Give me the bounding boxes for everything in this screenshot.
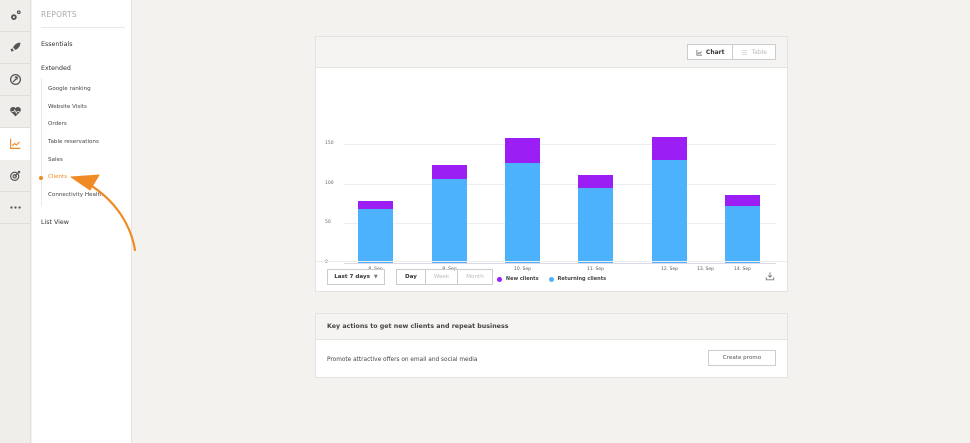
sidebar-item-table-reservations[interactable]: Table reservations: [48, 139, 99, 145]
date-range-label: Last 7 days: [334, 274, 370, 280]
gears-icon: [10, 10, 21, 20]
heart-pulse-icon: [9, 106, 21, 117]
sidebar-title: REPORTS: [41, 10, 77, 19]
bar-14-sep[interactable]: [725, 194, 760, 263]
key-actions-title: Key actions to get new clients and repea…: [327, 323, 509, 330]
y-tick-label: 50: [325, 220, 331, 226]
view-toggle: Chart Table: [686, 44, 776, 60]
bar-8-sep[interactable]: [358, 200, 393, 263]
rocket-icon: [10, 42, 20, 53]
line-chart-icon: [696, 49, 703, 55]
granularity-month[interactable]: Month: [466, 274, 484, 280]
sidebar-item-website-visits[interactable]: Website Visits: [48, 104, 87, 110]
target-icon: [9, 170, 20, 181]
bar-segment-returning[interactable]: [358, 208, 393, 263]
x-tick-label: 14. Sep: [733, 267, 752, 272]
granularity-week[interactable]: Week: [426, 270, 459, 284]
gridline: [344, 263, 776, 264]
sidebar-item-orders[interactable]: Orders: [48, 121, 67, 127]
gridline: [344, 223, 776, 225]
bar-segment-new[interactable]: [432, 165, 467, 179]
granularity-day[interactable]: Day: [397, 270, 426, 284]
x-tick-label: 13. Sep: [696, 267, 715, 272]
bar-segment-new[interactable]: [725, 194, 760, 206]
bar-segment-returning[interactable]: [432, 178, 467, 263]
chart-controls: Last 7 days ▼ Day Week Month: [316, 261, 787, 292]
bar-segment-new[interactable]: [578, 174, 613, 189]
bar-segment-returning[interactable]: [505, 162, 540, 263]
gridline: [344, 143, 776, 145]
list-icon: [742, 49, 748, 55]
table-view-button[interactable]: Table: [733, 45, 775, 59]
more-dots-icon: [9, 206, 21, 209]
sidebar-item-essentials[interactable]: Essentials: [41, 41, 73, 48]
chart-view-button[interactable]: Chart: [688, 45, 734, 59]
caret-down-icon: ▼: [373, 274, 378, 280]
y-tick-label: 0: [325, 260, 328, 265]
chart-card-header: Chart Table: [316, 37, 787, 68]
bar-9-sep[interactable]: [432, 165, 467, 263]
reports-sidebar: REPORTS Essentials Extended Google ranki…: [32, 0, 132, 443]
legend-new-clients[interactable]: New clients: [496, 276, 539, 282]
nav-health[interactable]: [0, 96, 30, 128]
bar-12-sep[interactable]: [652, 137, 687, 263]
promo-description: Promote attractive offers on email and s…: [327, 357, 478, 363]
granularity-segmented-control: Day Week Month: [396, 269, 493, 285]
bar-11-sep[interactable]: [578, 174, 613, 263]
share-circle-icon: [9, 73, 21, 86]
clients-chart-card: Chart Table New clients Returning client…: [315, 36, 788, 292]
nav-settings[interactable]: [0, 0, 30, 32]
nav-reports[interactable]: [0, 128, 30, 160]
y-tick-label: 150: [325, 140, 334, 146]
active-indicator: [38, 176, 43, 180]
legend-label: New clients: [505, 276, 539, 282]
divider: [41, 27, 125, 28]
sub-nav-line: [41, 78, 42, 206]
bar-segment-returning[interactable]: [578, 188, 613, 263]
chart-legend: New clients Returning clients: [316, 276, 787, 282]
x-tick-label: 12. Sep: [660, 267, 679, 272]
y-tick-label: 100: [325, 180, 334, 186]
key-actions-card: Key actions to get new clients and repea…: [315, 313, 788, 378]
date-range-dropdown[interactable]: Last 7 days ▼: [327, 269, 385, 285]
bar-segment-returning[interactable]: [725, 205, 760, 263]
line-chart-icon: [9, 138, 20, 149]
icon-navbar: [0, 0, 31, 443]
nav-rocket[interactable]: [0, 32, 30, 64]
chart-view-label: Chart: [705, 48, 725, 56]
nav-share[interactable]: [0, 64, 30, 96]
gridline: [344, 183, 776, 185]
bar-segment-new[interactable]: [505, 138, 540, 163]
bar-segment-new[interactable]: [358, 200, 393, 209]
sidebar-item-extended[interactable]: Extended: [41, 65, 71, 72]
nav-goals[interactable]: [0, 160, 30, 192]
table-view-label: Table: [751, 48, 767, 56]
key-actions-header: Key actions to get new clients and repea…: [316, 314, 787, 340]
create-promo-button[interactable]: Create promo: [708, 350, 776, 366]
bar-10-sep[interactable]: [505, 138, 540, 263]
x-tick-label: 10. Sep: [513, 267, 532, 272]
bar-segment-new[interactable]: [652, 137, 687, 161]
sidebar-item-google-ranking[interactable]: Google ranking: [48, 86, 91, 92]
bar-segment-returning[interactable]: [652, 160, 687, 263]
legend-returning-clients[interactable]: Returning clients: [548, 276, 607, 282]
stacked-bar-chart: New clients Returning clients 0501001508…: [316, 68, 787, 282]
x-tick-label: 11. Sep: [586, 267, 605, 272]
download-icon[interactable]: [765, 271, 775, 281]
swatch-icon: [548, 276, 554, 282]
legend-label: Returning clients: [557, 276, 607, 282]
sidebar-item-connectivity-health[interactable]: Connectivity Health: [48, 192, 104, 198]
swatch-icon: [496, 276, 502, 282]
sidebar-item-clients[interactable]: Clients: [48, 174, 68, 180]
sidebar-item-sales[interactable]: Sales: [48, 157, 63, 163]
sidebar-item-list-view[interactable]: List View: [41, 219, 69, 226]
nav-more[interactable]: [0, 192, 30, 224]
